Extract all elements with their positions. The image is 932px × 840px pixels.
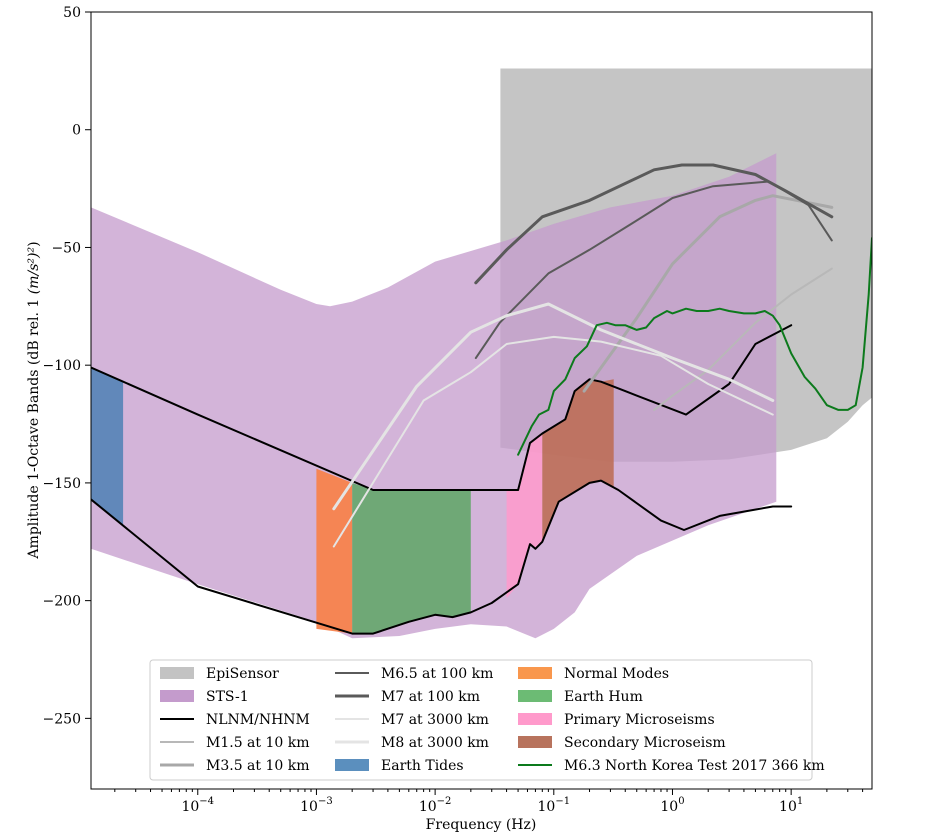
legend-swatch [518,667,552,679]
legend-label: M6.3 North Korea Test 2017 366 km [564,758,825,774]
legend-swatch [160,667,194,679]
y-tick-label: −50 [51,240,81,256]
band-layer [91,367,614,634]
plot-frame [90,11,873,790]
legend-item-m6-5-at-100-km: M6.5 at 100 km [335,666,493,682]
legend-label: M8 at 3000 km [381,735,489,751]
fill-layer [91,68,872,639]
legend-item-m6-3-north-korea-test-2017-366-km: M6.3 North Korea Test 2017 366 km [518,758,825,774]
legend-item-primary-microseisms: Primary Microseisms [518,712,715,728]
legend-label: Secondary Microseism [564,735,726,751]
x-axis-title: Frequency (Hz) [426,817,537,833]
legend-label: M7 at 100 km [381,689,480,705]
line-layer [91,163,872,635]
y-axis-title-unit: (m/s²)² [26,247,42,295]
legend-item-m3-5-at-10-km: M3.5 at 10 km [160,758,310,774]
legend-label: NLNM/NHNM [206,712,310,728]
y-tick-label: 0 [72,123,81,139]
y-tick-label: −200 [43,594,81,610]
legend-label: Normal Modes [564,666,669,682]
legend-frame [149,659,813,781]
series-m7-at-100-km [474,163,834,285]
legend-label: Primary Microseisms [564,712,715,728]
series-m6-3-north-korea-test-2017-366-km [517,237,872,456]
y-axis-title-suffix: ) [26,241,42,246]
legend-item-earth-hum: Earth Hum [518,689,643,705]
legend-item-nlnm-nhnm: NLNM/NHNM [160,712,310,728]
legend-item-normal-modes: Normal Modes [518,666,669,682]
series-nlnm-nhnm-1 [91,324,793,491]
band-normal-modes [316,468,353,634]
legend-label: M1.5 at 10 km [206,735,310,751]
y-tick-label: 50 [63,5,81,21]
y-axis-title-prefix: Amplitude 1-Octave Bands (dB rel. 1 [26,294,42,559]
series-nlnm-nhnm-2 [91,479,793,635]
legend-swatch [335,759,369,771]
legend-item-m7-at-3000-km: M7 at 3000 km [335,712,489,728]
x-tick-label: 100 [660,796,684,815]
y-tick-label: −250 [43,711,81,727]
y-tick-label: −100 [43,358,81,374]
legend-label: Earth Hum [564,689,643,705]
legend-label: M7 at 3000 km [381,712,489,728]
fill-sts-1 [91,153,777,639]
legend-label: EpiSensor [206,666,279,682]
legend-item-m8-at-3000-km: M8 at 3000 km [335,735,489,751]
x-tick-label: 10−3 [300,796,333,815]
y-axis: 50 0 −50 −100 −150 −200 −250 [43,5,91,727]
series-m8-at-3000-km [332,302,775,511]
series-m7-at-3000-km [332,335,774,548]
band-earth-hum [352,482,471,634]
legend-item-earth-tides: Earth Tides [335,758,464,774]
legend-swatch [518,713,552,725]
y-axis-title: Amplitude 1-Octave Bands (dB rel. 1 (m/s… [26,241,42,559]
legend: EpiSensor STS-1 NLNM/NHNM M1.5 at 10 km M3.5… [149,659,825,781]
legend-label: M6.5 at 100 km [381,666,493,682]
legend-item-episensor: EpiSensor [160,666,279,682]
legend-item-m7-at-100-km: M7 at 100 km [335,689,480,705]
x-tick-label: 10−1 [538,796,571,815]
y-tick-label: −150 [43,476,81,492]
x-tick-label: 10−2 [419,796,452,815]
legend-swatch [160,690,194,702]
legend-swatch [518,690,552,702]
x-axis: 10−4 10−3 10−2 10−1 100 101 [114,789,864,815]
legend-item-m1-5-at-10-km: M1.5 at 10 km [160,735,310,751]
series-m1-5-at-10-km [653,267,833,411]
legend-label: STS-1 [206,689,249,705]
band-primary-microseisms [506,433,543,599]
legend-label: Earth Tides [381,758,464,774]
legend-swatch [518,736,552,748]
x-tick-label: 10−4 [181,796,214,815]
legend-item-secondary-microseism: Secondary Microseism [518,735,726,751]
legend-label: M3.5 at 10 km [206,758,310,774]
band-secondary-microseism [542,379,614,542]
band-earth-tides [91,367,124,526]
legend-item-sts-1: STS-1 [160,689,249,705]
x-tick-label: 101 [779,796,803,815]
